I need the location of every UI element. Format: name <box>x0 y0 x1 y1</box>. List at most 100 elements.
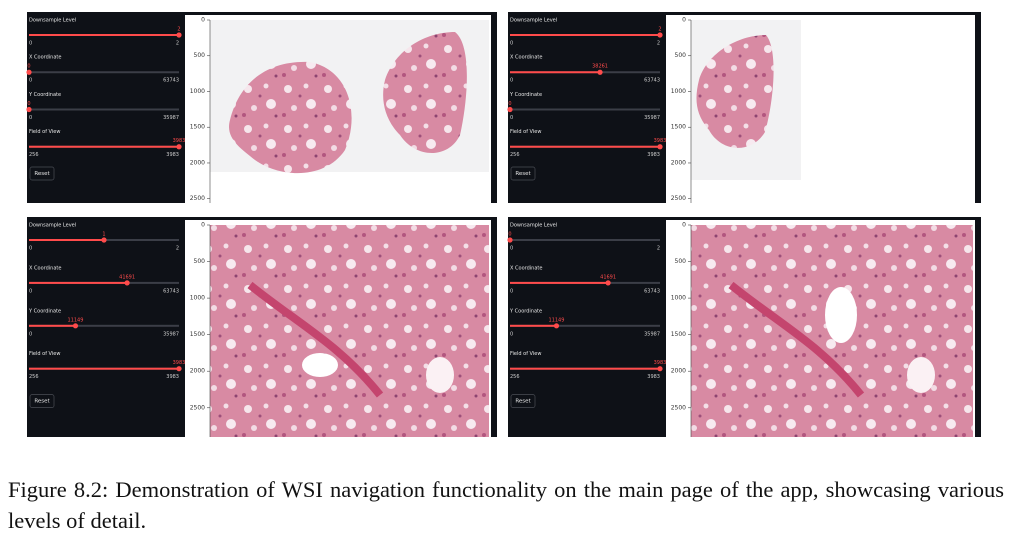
slider-label: X Coordinate <box>510 55 542 61</box>
slider-value: 11149 <box>549 317 565 323</box>
slider-value: 38261 <box>592 64 608 70</box>
slider-thumb[interactable] <box>72 323 79 329</box>
reset-button[interactable] <box>510 166 536 181</box>
y-tick-label: 1000 <box>671 88 686 95</box>
y-tick-label: 1000 <box>671 295 686 302</box>
slider-label: Y Coordinate <box>509 308 542 314</box>
slider-fill <box>29 34 179 36</box>
slider-thumb[interactable] <box>597 69 603 75</box>
slider-label: Y Coordinate <box>28 92 61 98</box>
slider-fill <box>510 71 601 74</box>
y-tick-label: 2500 <box>190 404 205 411</box>
y-tick-label: 2000 <box>671 368 686 375</box>
slider-max: 63743 <box>163 78 179 84</box>
slider-min: 0 <box>29 331 32 337</box>
slider-min: 0 <box>29 41 32 47</box>
vessel <box>247 281 384 398</box>
slider-label: Downsample Level <box>29 18 76 24</box>
slider-max: 35987 <box>644 115 660 121</box>
y-tick-label: 1500 <box>190 124 205 131</box>
slider-thumb[interactable] <box>101 237 107 243</box>
slider-fill <box>510 34 660 36</box>
app-screenshot: Downsample Level 2 0 2 X Coordinate 38261 0 637… <box>507 12 981 203</box>
vessel <box>728 281 865 398</box>
slider-min: 0 <box>510 288 513 294</box>
reset-button-label: Reset <box>515 399 531 405</box>
slider-value: 11149 <box>68 317 84 323</box>
slider-thumb[interactable] <box>124 280 130 286</box>
slider-track <box>29 71 179 74</box>
slider-max: 2 <box>657 41 660 47</box>
reset-button-label: Reset <box>34 399 50 405</box>
app-screenshot: Downsample Level 0 0 2 X Coordinate 41691 0 637… <box>507 217 981 437</box>
slider-min: 0 <box>510 41 513 47</box>
slider-thumb[interactable] <box>553 323 560 329</box>
slider-value: 3983 <box>173 138 186 144</box>
slider-label: Field of View <box>29 129 60 135</box>
y-tick-label: 1000 <box>190 295 205 302</box>
slider-min: 0 <box>510 331 513 337</box>
slider-thumb[interactable] <box>507 237 513 243</box>
slider-thumb[interactable] <box>605 280 611 286</box>
slider-thumb[interactable] <box>657 32 663 38</box>
y-tick-label: 1000 <box>190 88 205 95</box>
slider-max: 35987 <box>163 331 179 337</box>
reset-button[interactable] <box>29 166 55 181</box>
y-tick-label: 1500 <box>671 124 686 131</box>
slide-image <box>691 225 973 437</box>
slider-thumb[interactable] <box>657 144 663 150</box>
slider-thumb[interactable] <box>176 366 182 372</box>
slider-min: 0 <box>29 246 32 252</box>
slider-thumb[interactable] <box>26 69 32 75</box>
y-tick-label: 1500 <box>671 331 686 338</box>
reset-button[interactable] <box>510 394 536 408</box>
slider-value: 3983 <box>654 360 667 366</box>
slider-max: 3983 <box>166 374 179 380</box>
slider-thumb[interactable] <box>26 106 32 113</box>
slide-image <box>691 20 801 180</box>
slider-value: 0 <box>508 232 511 238</box>
slider-max: 35987 <box>163 115 179 121</box>
slider-thumb[interactable] <box>176 144 182 150</box>
slider-value: 2 <box>177 27 180 33</box>
lumen <box>907 357 935 393</box>
reset-button[interactable] <box>29 394 55 408</box>
app-screenshot: Downsample Level 1 0 2 X Coordinate 41691 0 637… <box>27 217 497 437</box>
slider-fill <box>510 281 609 284</box>
slider-thumb[interactable] <box>657 366 663 372</box>
slider-fill <box>29 145 179 148</box>
slider-thumb[interactable] <box>507 106 513 113</box>
reset-button-label: Reset <box>34 171 50 177</box>
slider-fill <box>29 324 76 327</box>
y-tick-label: 0 <box>201 17 205 24</box>
slider-value: 0 <box>27 64 30 70</box>
slide-image <box>210 225 489 437</box>
slider-track <box>29 108 179 111</box>
slider-max: 35987 <box>644 331 660 337</box>
slider-value: 0 <box>27 101 30 107</box>
tissue <box>696 35 774 148</box>
slide-image <box>210 20 489 174</box>
slider-thumb[interactable] <box>176 32 182 38</box>
tissue <box>229 61 352 174</box>
app-screenshot: Downsample Level 2 0 2 X Coordinate 0 0 63743 Y … <box>26 12 497 203</box>
slider-label: X Coordinate <box>510 265 542 271</box>
slider-fill <box>29 367 179 370</box>
slider-max: 63743 <box>644 78 660 84</box>
lumen <box>302 353 338 377</box>
slider-max: 2 <box>657 246 660 252</box>
slider-value: 41691 <box>119 274 135 280</box>
slider-track <box>510 108 660 111</box>
slider-fill <box>510 324 557 327</box>
y-tick-label: 0 <box>682 222 686 229</box>
slider-label: Y Coordinate <box>28 308 61 314</box>
slider-max: 3983 <box>647 374 660 380</box>
slider-min: 256 <box>29 152 39 158</box>
figure-caption: Figure 8.2: Demonstration of WSI navigat… <box>8 477 1004 533</box>
tissue <box>210 225 489 437</box>
slider-fill <box>510 145 660 148</box>
slider-label: Field of View <box>29 351 60 357</box>
slider-fill <box>29 239 104 241</box>
y-tick-label: 0 <box>201 222 205 229</box>
